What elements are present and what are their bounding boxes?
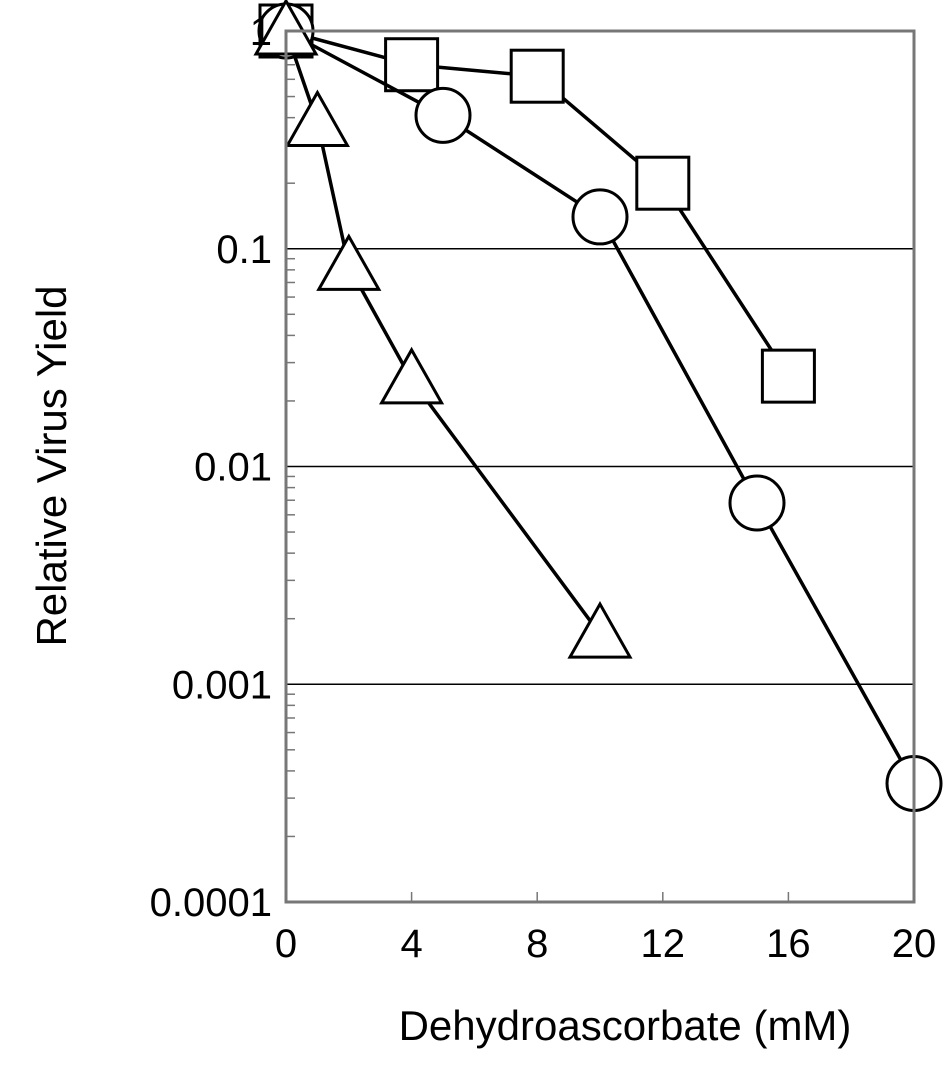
series-line-circle [285, 29, 916, 785]
series-circle [257, 2, 943, 813]
x-tick-label: 20 [892, 922, 937, 966]
data-point-triangle [379, 346, 445, 405]
y-tick-label: 1 [250, 10, 272, 54]
x-tick-label: 4 [400, 922, 422, 966]
y-tick-labels: 0.0001 0.001 0.01 0.1 1 [150, 10, 272, 925]
x-axis-title: Dehydroascorbate (mM) [399, 1002, 852, 1049]
data-point-square [635, 155, 691, 211]
data-point-square [509, 48, 565, 104]
x-tick-labels: 0 4 8 12 16 20 [275, 892, 936, 966]
x-tick-label: 8 [526, 922, 548, 966]
y-tick-label: 0.1 [216, 228, 272, 272]
y-tick-label: 0.01 [194, 446, 272, 490]
data-point-square [384, 37, 440, 93]
series-triangle [253, 0, 633, 659]
plot-area-frame [284, 29, 916, 904]
data-point-circle [728, 474, 786, 532]
series-layer [253, 0, 943, 813]
x-tick-label: 0 [275, 922, 297, 966]
y-axis-title: Relative Virus Yield [28, 285, 75, 646]
y-tick-label: 0.001 [172, 663, 272, 707]
series-square [258, 3, 816, 404]
data-point-triangle [284, 89, 350, 148]
x-tick-label: 12 [641, 922, 686, 966]
data-point-triangle [567, 601, 633, 659]
x-tick-label: 16 [766, 922, 811, 966]
data-point-circle [414, 86, 472, 144]
data-point-square [760, 348, 816, 404]
data-point-triangle [316, 233, 382, 291]
data-point-circle [571, 188, 629, 246]
y-tick-label: 0.0001 [150, 881, 272, 925]
grid [286, 248, 914, 685]
